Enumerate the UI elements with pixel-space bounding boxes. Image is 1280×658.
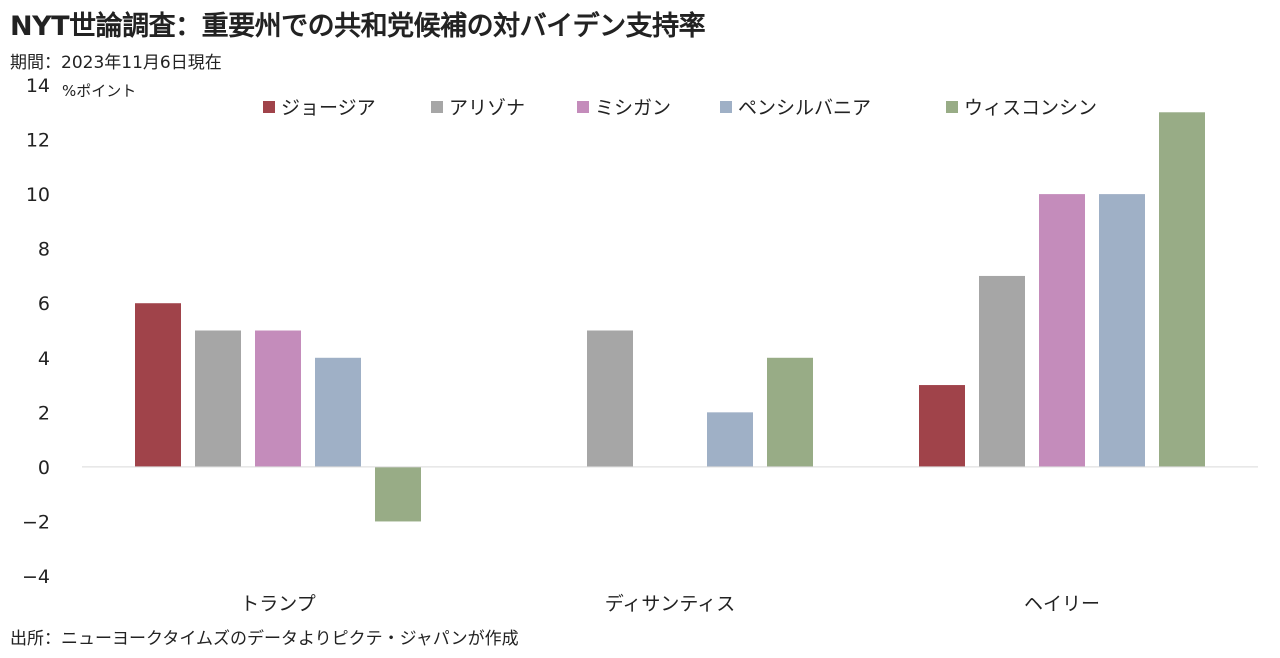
y-tick-label: 0 bbox=[38, 457, 50, 479]
y-tick-label: 12 bbox=[26, 130, 50, 152]
legend: ジョージア アリゾナ ミシガン ペンシルバニア ウィスコンシン bbox=[263, 97, 1097, 119]
bar-2-2 bbox=[1039, 194, 1085, 467]
source-note: 出所：ニューヨークタイムズのデータよりピクテ・ジャパンが作成 bbox=[10, 629, 519, 649]
bar-3-2 bbox=[1099, 194, 1145, 467]
legend-label: ミシガン bbox=[595, 97, 671, 119]
legend-swatch bbox=[946, 101, 958, 113]
category-labels: トランプ ディサンティス ヘイリー bbox=[240, 593, 1100, 615]
y-tick-label: 10 bbox=[26, 184, 50, 206]
category-label: トランプ bbox=[240, 593, 315, 615]
bar-0-2 bbox=[919, 385, 965, 467]
bar-4-0 bbox=[375, 466, 421, 522]
legend-label: ウィスコンシン bbox=[964, 97, 1097, 119]
y-tick-label: 4 bbox=[38, 348, 50, 370]
bar-1-0 bbox=[195, 330, 241, 467]
y-tick-label: −4 bbox=[22, 566, 50, 588]
bar-4-2 bbox=[1159, 112, 1205, 467]
legend-label: ジョージア bbox=[281, 97, 376, 119]
legend-label: アリゾナ bbox=[449, 97, 525, 119]
bar-1-1 bbox=[587, 330, 633, 467]
legend-swatch bbox=[263, 101, 275, 113]
chart-subtitle: 期間：2023年11月6日現在 bbox=[10, 53, 222, 73]
legend-label: ペンシルバニア bbox=[738, 97, 871, 119]
bar-4-1 bbox=[767, 357, 813, 467]
category-label: ディサンティス bbox=[605, 593, 736, 615]
bar-2-0 bbox=[255, 330, 301, 467]
y-tick-label: 2 bbox=[38, 402, 50, 424]
legend-swatch bbox=[577, 101, 589, 113]
y-tick-label: −2 bbox=[22, 511, 50, 533]
bar-1-2 bbox=[979, 275, 1025, 467]
bar-3-0 bbox=[315, 357, 361, 467]
bars bbox=[135, 112, 1205, 522]
chart-title: NYT世論調査：重要州での共和党候補の対バイデン支持率 bbox=[10, 11, 706, 42]
legend-swatch bbox=[431, 101, 443, 113]
y-tick-label: 14 bbox=[26, 75, 50, 97]
category-label: ヘイリー bbox=[1024, 593, 1100, 615]
bar-0-0 bbox=[135, 303, 181, 467]
y-tick-label: 8 bbox=[38, 239, 50, 261]
y-tick-label: 6 bbox=[38, 293, 50, 315]
y-unit-label: %ポイント bbox=[62, 82, 136, 100]
legend-swatch bbox=[720, 101, 732, 113]
y-axis-ticks: 14 12 10 8 6 4 2 0 −2 −4 bbox=[22, 75, 50, 588]
bar-3-1 bbox=[707, 412, 753, 467]
